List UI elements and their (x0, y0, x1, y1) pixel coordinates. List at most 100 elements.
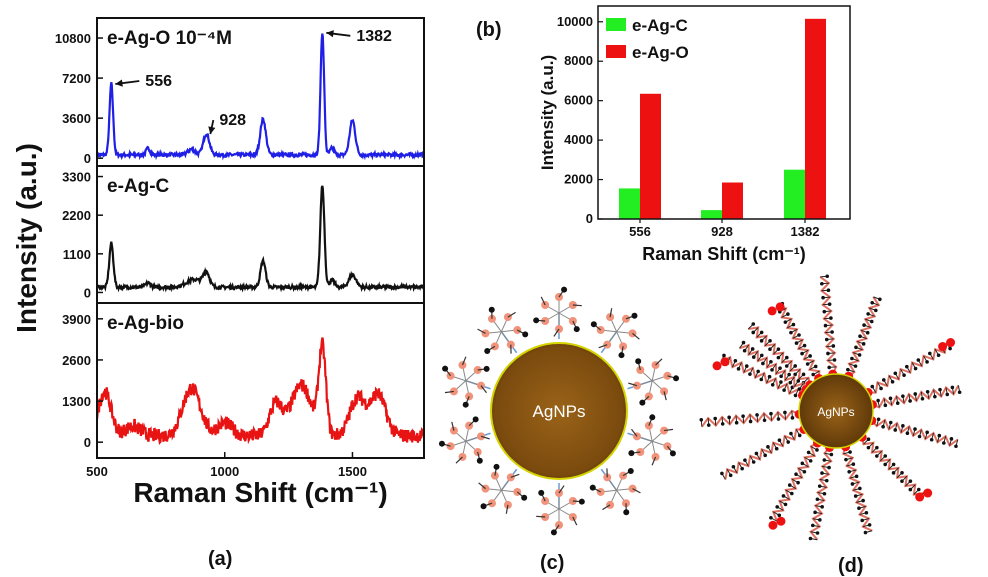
chain-h-atom (820, 471, 824, 475)
molecule-atom (488, 306, 495, 313)
capping-molecule (627, 358, 680, 406)
spectrum-line-2 (97, 185, 424, 293)
ligand-chain (841, 442, 873, 535)
molecule-bond (572, 516, 578, 526)
y-tick-label: 8000 (564, 53, 593, 68)
chain-h-atom (740, 466, 744, 471)
peak-annotation: 1382 (326, 28, 392, 45)
chain-h-atom (844, 457, 848, 462)
chain-h-atom (831, 344, 836, 348)
capping-molecule (478, 463, 528, 514)
chain-h-atom (802, 343, 807, 348)
panel-a-label: (a) (208, 548, 232, 570)
y-tick-label: 2600 (62, 353, 91, 368)
chain-h-atom (908, 399, 912, 403)
chain-h-atom (741, 340, 746, 345)
molecule-atom (631, 312, 638, 319)
chain-h-atom (883, 454, 888, 458)
terminal-atom (768, 520, 778, 530)
panel-a-raman-spectra: 0 3600 7200 10800 e-Ag-O 10⁻⁴M 556 928 1382 0 110… (11, 17, 425, 508)
chain-h-atom (854, 474, 859, 479)
arrow-head (326, 30, 334, 38)
chain-h-atom (893, 428, 898, 432)
chain-h-atom (875, 445, 879, 450)
molecule-atom (476, 457, 483, 464)
molecule-atom (462, 401, 469, 408)
chain-h-atom (949, 437, 954, 441)
molecule-atom (483, 365, 490, 372)
molecule-bond (480, 435, 490, 440)
capping-molecule (442, 356, 491, 408)
molecule-atom (578, 498, 585, 505)
chain-backbone (739, 343, 807, 391)
chain-h-atom (853, 494, 858, 498)
chain-h-atom (785, 355, 789, 360)
chain-h-atom (866, 312, 870, 316)
molecule-atom (521, 494, 528, 501)
chain-h-atom (755, 413, 759, 417)
chain-h-atom (857, 506, 861, 511)
chain-h-atom (769, 359, 773, 364)
molecule-atom (590, 321, 597, 328)
arrow-head (208, 126, 216, 135)
capping-molecule (627, 414, 676, 466)
chain-h-atom (822, 309, 827, 314)
molecule-bond (510, 473, 520, 478)
chain-h-atom (860, 518, 865, 523)
molecule-atom (635, 358, 642, 365)
plot-frame (597, 5, 851, 220)
chain-h-atom (822, 458, 827, 462)
molecule-atom (573, 326, 580, 333)
chain-h-atom (895, 401, 900, 405)
chain-h-atom (789, 330, 793, 335)
molecule-atom (561, 286, 568, 293)
chain-h-atom (810, 523, 815, 528)
chain-h-atom (883, 462, 887, 467)
x-tick-label: 1500 (338, 464, 367, 479)
series-name: e-Ag-O 10⁻⁴M (107, 28, 232, 49)
chain-h-atom (734, 420, 739, 425)
molecule-bond (451, 421, 455, 431)
ligand-chain (819, 274, 838, 379)
molecule-atom (472, 416, 479, 423)
y-tick-label: 2200 (62, 208, 91, 223)
chain-h-atom (874, 308, 878, 313)
chain-h-atom (794, 472, 798, 477)
chain-h-atom (751, 355, 756, 359)
chain-h-atom (805, 362, 810, 366)
chain-h-atom (861, 498, 865, 503)
chain-backbone (701, 409, 800, 428)
y-tick-label: 0 (586, 211, 593, 226)
chain-h-atom (815, 531, 820, 535)
chain-h-atom (827, 465, 831, 470)
chain-h-atom (878, 297, 882, 302)
chain-h-atom (720, 471, 724, 476)
chain-h-atom (811, 372, 815, 377)
chain-h-atom (793, 372, 797, 377)
chain-h-atom (822, 491, 827, 496)
chain-h-atom (770, 368, 774, 372)
ligand-chain (808, 442, 835, 541)
y-tick-label: 4000 (564, 132, 593, 147)
chain-h-atom (928, 351, 932, 356)
chain-h-atom (790, 416, 795, 420)
molecule-bond (631, 428, 638, 437)
panel-d-nanoparticle-diagram: AgNPs (699, 274, 962, 541)
chain-h-atom (861, 342, 866, 346)
molecule-bond (651, 456, 657, 466)
molecule-atom (618, 352, 625, 359)
terminal-atom (712, 361, 722, 371)
chain-h-atom (917, 434, 922, 439)
molecule-bond (477, 328, 486, 334)
spectrum-line-3 (97, 337, 424, 445)
chain-h-atom (950, 385, 955, 390)
chain-h-atom (801, 372, 806, 377)
chain-h-atom (768, 338, 772, 343)
annotation-label: 556 (145, 73, 172, 90)
molecule-atom (442, 365, 449, 372)
chain-h-atom (925, 430, 929, 435)
series-name: e-Ag-C (107, 176, 170, 197)
chain-h-atom (751, 322, 756, 326)
molecule-atom (669, 450, 676, 457)
chain-h-atom (763, 453, 767, 458)
